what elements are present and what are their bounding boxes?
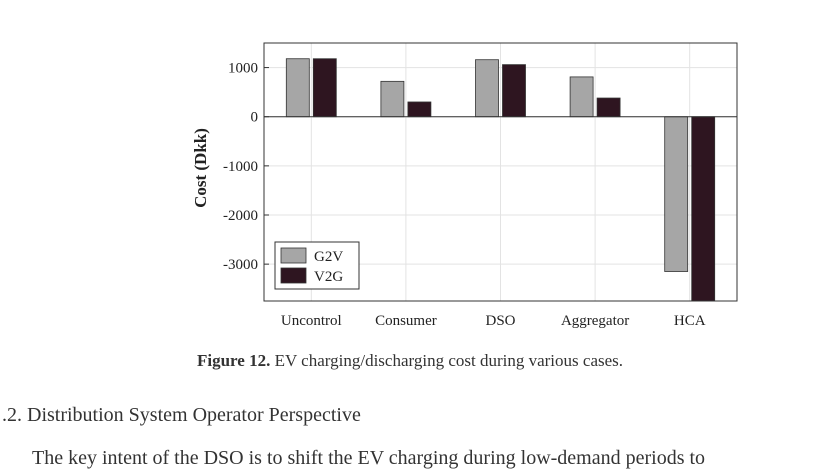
bar-v2g-uncontrol [312, 58, 337, 118]
cost-bar-chart: 1000 0 -1000 -2000 -3000 Uncontrol Consumer DS… [191, 42, 738, 329]
x-tick-label: Consumer [375, 313, 437, 329]
x-tick-label: Uncontrol [281, 313, 342, 329]
plot-frame [263, 42, 738, 302]
bar-g2v-aggregator [569, 76, 594, 118]
bar-v2g-consumer [407, 101, 432, 118]
bar-g2v-consumer [380, 80, 405, 118]
bar-g2v-hca [664, 116, 689, 272]
y-tick-label: 1000 [228, 61, 258, 77]
x-tick-labels: Uncontrol Consumer DSO Aggregator HCA [281, 313, 706, 329]
legend-label-g2v: G2V [314, 249, 343, 265]
legend-swatch-v2g [280, 267, 307, 284]
figure-caption: Figure 12. EV charging/discharging cost … [0, 351, 820, 371]
bar-v2g-dso [502, 64, 526, 118]
bar-v2g-hca [691, 116, 716, 302]
y-axis-label: Cost (Dkk) [191, 128, 210, 208]
x-tick-label: HCA [674, 313, 706, 329]
y-tick-label: 0 [251, 110, 259, 126]
bar-g2v-dso [475, 59, 499, 118]
figure-label: Figure 12. [196, 351, 271, 370]
y-tick-label: -2000 [223, 208, 258, 224]
x-tick-label: Aggregator [561, 313, 629, 329]
y-tick-label: -1000 [223, 159, 258, 175]
bar-g2v-uncontrol [285, 58, 310, 118]
y-ticks: 1000 0 -1000 -2000 -3000 [223, 61, 269, 273]
legend-label-v2g: V2G [314, 269, 343, 285]
bars-group [285, 58, 716, 302]
figure-caption-text: EV charging/discharging cost during vari… [270, 351, 624, 370]
legend-swatch-g2v [280, 247, 307, 264]
y-tick-label: -3000 [223, 257, 258, 273]
section-heading: .2. Distribution System Operator Perspec… [2, 404, 361, 426]
bar-v2g-aggregator [596, 97, 621, 118]
paragraph-text: The key intent of the DSO is to shift th… [32, 447, 706, 469]
x-tick-label: DSO [485, 313, 515, 329]
